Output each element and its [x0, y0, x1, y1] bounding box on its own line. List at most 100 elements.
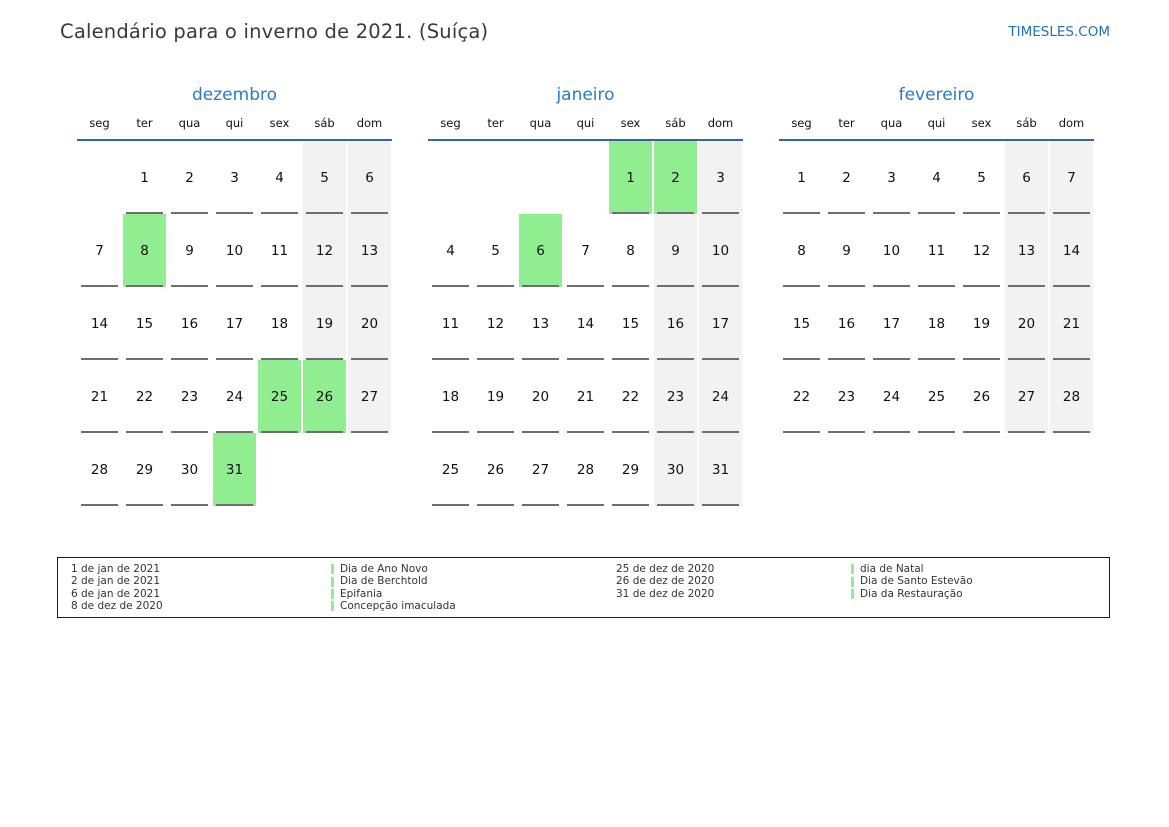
page-title: Calendário para o inverno de 2021. (Suíç…: [60, 20, 489, 43]
day-number: 10: [225, 242, 244, 259]
day-number: 3: [230, 169, 239, 186]
day-cell-fevereiro-15: 15: [780, 287, 823, 360]
empty-cell: [474, 141, 517, 214]
day-cell-janeiro-13: 13: [519, 287, 562, 360]
calendar-janeiro: janeiro seg ter qua qui sex sáb dom 1 2 3 4 5 6 7 8 9 10 1…: [428, 84, 743, 506]
legend-date: 1 de jan de 2021: [71, 563, 161, 575]
day-number: 25: [927, 388, 946, 405]
day-cell-dezembro-22: 22: [123, 360, 166, 433]
day-cell-fevereiro-7: 7: [1050, 141, 1093, 214]
weekday-label: qui: [225, 116, 244, 130]
day-cell-janeiro-10: 10: [699, 214, 742, 287]
weekday-label: sex: [971, 116, 992, 130]
legend-holiday-name: Dia de Ano Novo: [331, 563, 428, 575]
empty-cell: [303, 433, 346, 506]
calendar-fevereiro: fevereiro seg ter qua qui sex sáb dom 1 2 3 4 5 6 7 8 9 1…: [779, 84, 1094, 506]
weekday-label: qua: [880, 116, 903, 130]
day-cell-dezembro-8: 8: [123, 214, 166, 287]
day-cell-dezembro-30: 30: [168, 433, 211, 506]
day-cell-fevereiro-3: 3: [870, 141, 913, 214]
day-cell-janeiro-18: 18: [429, 360, 472, 433]
day-number: 28: [90, 461, 109, 478]
day-cell-janeiro-9: 9: [654, 214, 697, 287]
day-number: 9: [842, 242, 851, 259]
day-number: 12: [486, 315, 505, 332]
day-cell-janeiro-27: 27: [519, 433, 562, 506]
day-number: 18: [927, 315, 946, 332]
day-cell-fevereiro-8: 8: [780, 214, 823, 287]
week-row: 1 2 3: [428, 141, 743, 214]
legend-row: 25 de dez de 2020 dia de Natal: [616, 563, 973, 575]
day-number: 5: [491, 242, 500, 259]
day-number: 1: [140, 169, 149, 186]
weekday-label: seg: [791, 116, 812, 130]
day-cell-dezembro-19: 19: [303, 287, 346, 360]
day-number: 26: [972, 388, 991, 405]
weekday-label: sex: [269, 116, 290, 130]
legend-date: 25 de dez de 2020: [616, 563, 715, 575]
day-number: 2: [842, 169, 851, 186]
month-title: janeiro: [556, 85, 615, 105]
day-number: 13: [1017, 242, 1036, 259]
day-number: 25: [270, 388, 289, 405]
holiday-marker-icon: [851, 589, 854, 600]
week-row: 21 22 23 24 25 26 27: [77, 360, 392, 433]
day-cell-fevereiro-22: 22: [780, 360, 823, 433]
day-number: 17: [882, 315, 901, 332]
day-number: 16: [666, 315, 685, 332]
day-cell-fevereiro-2: 2: [825, 141, 868, 214]
day-cell-fevereiro-14: 14: [1050, 214, 1093, 287]
day-cell-dezembro-11: 11: [258, 214, 301, 287]
day-number: 23: [666, 388, 685, 405]
day-number: 5: [977, 169, 986, 186]
day-cell-dezembro-16: 16: [168, 287, 211, 360]
weekday-header: seg ter qua qui sex sáb dom: [77, 116, 392, 141]
day-number: 31: [711, 461, 730, 478]
month-title: fevereiro: [898, 85, 975, 105]
day-cell-fevereiro-13: 13: [1005, 214, 1048, 287]
day-number: 27: [360, 388, 379, 405]
day-number: 1: [626, 169, 635, 186]
day-cell-fevereiro-28: 28: [1050, 360, 1093, 433]
site-link[interactable]: TIMESLES.COM: [1008, 24, 1110, 40]
day-cell-janeiro-12: 12: [474, 287, 517, 360]
day-cell-dezembro-18: 18: [258, 287, 301, 360]
weekday-label: dom: [707, 116, 734, 130]
day-cell-dezembro-26: 26: [303, 360, 346, 433]
day-number: 18: [270, 315, 289, 332]
holiday-legend: 1 de jan de 2021 Dia de Ano Novo 2 de jan …: [57, 557, 1110, 618]
legend-row: 2 de jan de 2021 Dia de Berchtold: [71, 575, 456, 587]
weekday-label: qua: [529, 116, 552, 130]
day-cell-dezembro-20: 20: [348, 287, 391, 360]
weekday-label: qua: [178, 116, 201, 130]
day-number: 27: [1017, 388, 1036, 405]
day-cell-janeiro-16: 16: [654, 287, 697, 360]
day-number: 24: [711, 388, 730, 405]
holiday-marker-icon: [851, 576, 854, 587]
day-number: 19: [972, 315, 991, 332]
week-row: 14 15 16 17 18 19 20: [77, 287, 392, 360]
legend-holiday-name: Concepção imaculada: [331, 600, 456, 612]
day-number: 3: [887, 169, 896, 186]
day-cell-fevereiro-11: 11: [915, 214, 958, 287]
day-cell-janeiro-1: 1: [609, 141, 652, 214]
day-number: 12: [315, 242, 334, 259]
day-cell-janeiro-17: 17: [699, 287, 742, 360]
day-cell-janeiro-21: 21: [564, 360, 607, 433]
week-row: 4 5 6 7 8 9 10: [428, 214, 743, 287]
day-cell-janeiro-31: 31: [699, 433, 742, 506]
day-cell-dezembro-2: 2: [168, 141, 211, 214]
day-cell-dezembro-23: 23: [168, 360, 211, 433]
day-cell-fevereiro-17: 17: [870, 287, 913, 360]
day-cell-janeiro-6: 6: [519, 214, 562, 287]
legend-date: 26 de dez de 2020: [616, 575, 715, 588]
legend-holiday-name: dia de Natal: [851, 563, 924, 575]
legend-row: 31 de dez de 2020 Dia da Restauração: [616, 588, 973, 600]
month-title: dezembro: [192, 85, 277, 105]
day-number: 19: [315, 315, 334, 332]
legend-row: 1 de jan de 2021 Dia de Ano Novo: [71, 563, 456, 575]
day-number: 6: [1022, 169, 1031, 186]
day-number: 20: [531, 388, 550, 405]
day-cell-dezembro-24: 24: [213, 360, 256, 433]
